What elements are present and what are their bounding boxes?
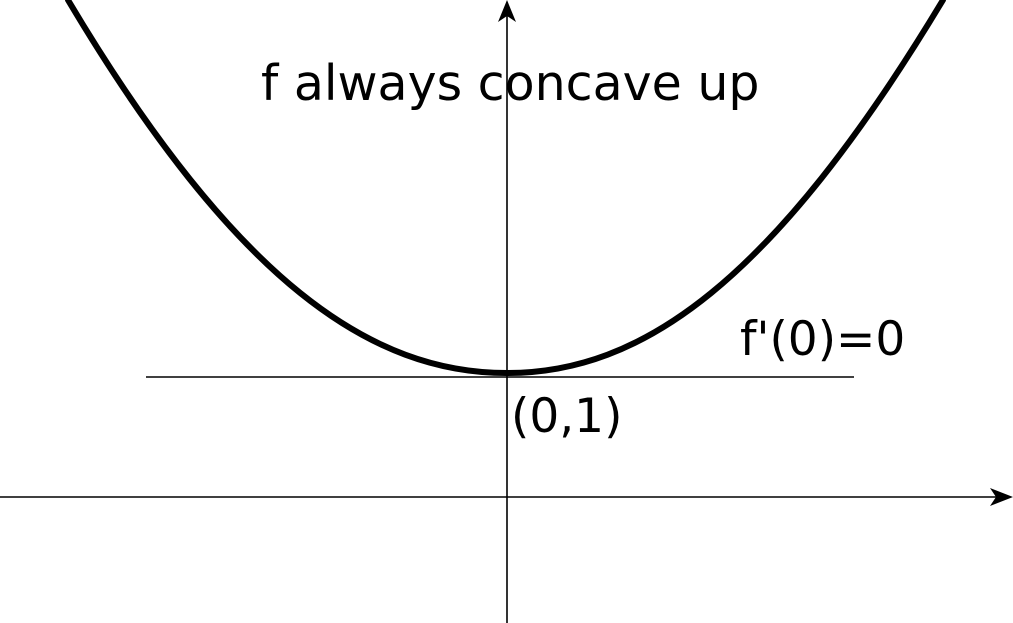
concave-up-curve <box>65 0 946 377</box>
diagram-title: f always concave up <box>261 55 760 112</box>
x-axis-arrowhead <box>990 488 1013 506</box>
point-label: (0,1) <box>511 389 622 444</box>
tangent-label: f'(0)=0 <box>740 312 905 367</box>
y-axis-arrowhead <box>498 0 516 22</box>
